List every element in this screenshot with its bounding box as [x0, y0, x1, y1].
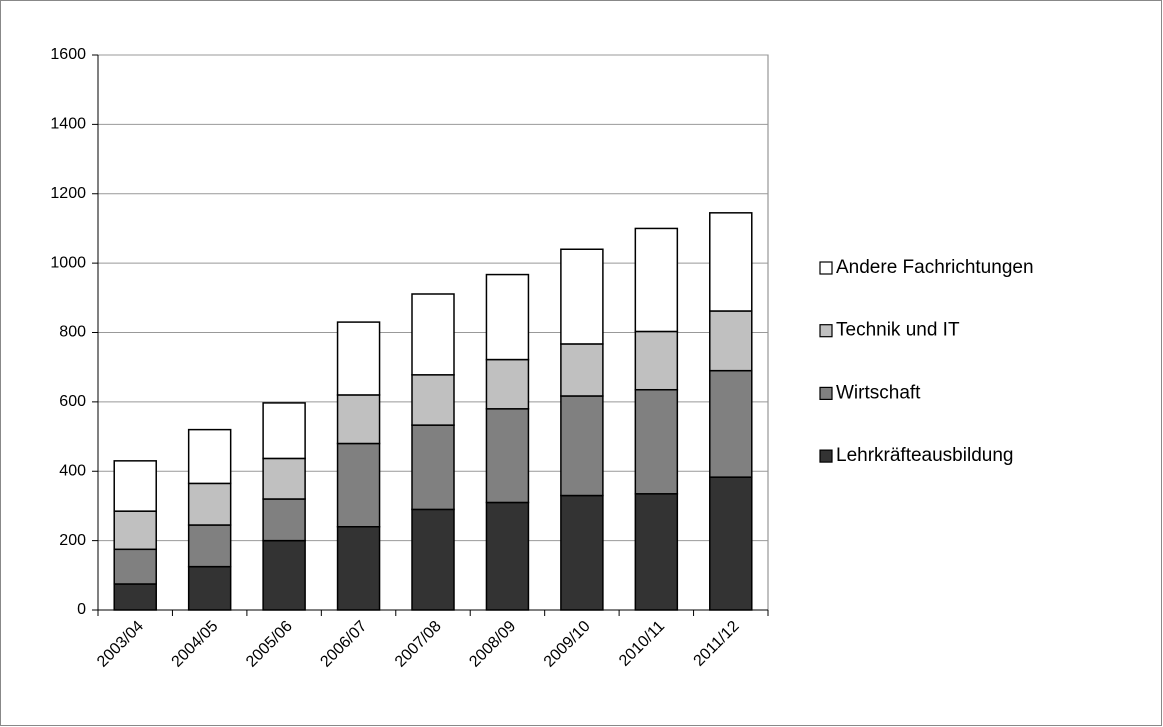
bar-segment [634, 388, 679, 495]
bar-segment [187, 565, 232, 611]
bar-segment [187, 428, 232, 485]
bar-segment [485, 358, 530, 410]
bar-segment [411, 508, 455, 611]
legend-swatch [819, 386, 833, 400]
y-tick-label: 400 [59, 462, 86, 479]
bar-segment [709, 369, 753, 478]
bar-segment [187, 524, 232, 568]
bar-segment [113, 548, 157, 585]
bar-segment [709, 310, 753, 372]
bar-segment [485, 408, 530, 504]
bar-segment [113, 583, 157, 611]
legend-label: Lehrkräfteausbildung [836, 445, 1013, 466]
bar-segment [485, 273, 530, 361]
legend-label: Andere Fachrichtungen [836, 257, 1034, 278]
legend-swatch [819, 449, 833, 463]
bar-segment [634, 227, 679, 333]
bar-segment [560, 494, 604, 611]
bar-segment [634, 330, 679, 391]
bar-segment [411, 374, 455, 426]
bar-segment [560, 248, 604, 345]
y-tick-label: 1000 [50, 254, 86, 271]
bar-segment [336, 442, 381, 528]
bar-segment [336, 394, 381, 445]
bar-segment [709, 476, 753, 611]
y-tick-label: 0 [77, 601, 86, 618]
bar-segment [262, 539, 306, 611]
bar-segment [634, 493, 679, 611]
y-tick-label: 1600 [50, 46, 86, 63]
bar-segment [411, 293, 455, 376]
bar-segment [262, 457, 306, 500]
bar-segment [411, 424, 455, 511]
y-tick-label: 200 [59, 532, 86, 549]
y-tick-label: 600 [59, 393, 86, 410]
bar-segment [560, 343, 604, 397]
bar-segment [262, 402, 306, 460]
y-tick-label: 1400 [50, 116, 86, 133]
bar-segment [560, 395, 604, 497]
bar-segment [485, 501, 530, 611]
y-tick-label: 800 [59, 324, 86, 341]
legend: Lehrkräfteausbildung Wirtschaft Technik un… [819, 257, 1034, 466]
legend-label: Wirtschaft [836, 382, 921, 403]
bar-segment [113, 510, 157, 551]
y-tick-label: 1200 [50, 185, 86, 202]
legend-label: Technik und IT [836, 320, 960, 341]
bar-segment [336, 321, 381, 396]
bar-segment [262, 498, 306, 542]
bar-segment [187, 482, 232, 526]
bar-segment [113, 460, 157, 512]
legend-swatch [819, 324, 833, 338]
bar-segment [336, 526, 381, 611]
bar-segment [709, 212, 753, 312]
legend-swatch [819, 261, 833, 275]
